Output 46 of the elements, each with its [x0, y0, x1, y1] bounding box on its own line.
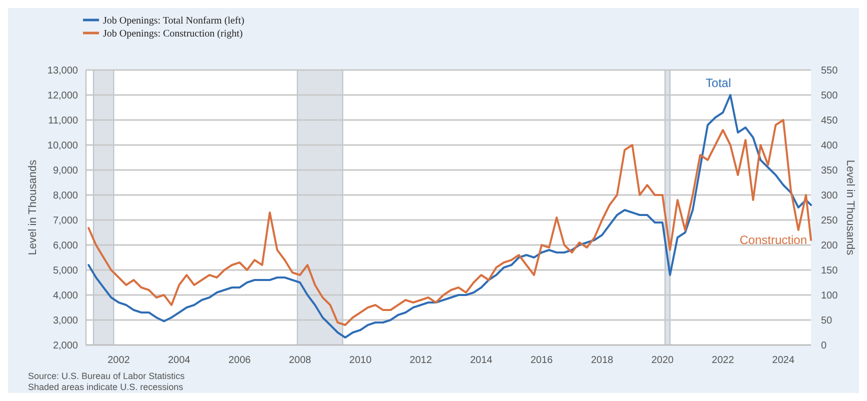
legend-label: Job Openings: Total Nonfarm (left)	[103, 16, 244, 26]
x-tick-label: 2018	[590, 355, 614, 366]
y-tick-label: 2,000	[52, 340, 78, 352]
y-tick-label: 13,000	[47, 66, 78, 76]
x-tick-label: 2010	[349, 355, 372, 366]
annotation: Construction	[740, 233, 807, 247]
x-tick-label: 2012	[410, 355, 432, 366]
y-tick-label: 10,000	[47, 140, 78, 152]
annotation: Total	[706, 76, 732, 90]
x-tick-label: 2014	[470, 355, 493, 366]
y2-tick-label: 550	[821, 66, 838, 76]
y2-tick-label: 250	[821, 216, 838, 226]
y2-axis-title: Level in Thousands	[844, 160, 856, 256]
x-tick-label: 2020	[651, 355, 674, 366]
y2-tick-label: 50	[821, 316, 833, 326]
y-tick-label: 11,000	[48, 116, 78, 126]
line-series	[88, 119, 812, 326]
y2-tick-label: 200	[821, 240, 838, 252]
y2-tick-label: 400	[821, 140, 838, 152]
y-tick-label: 5,000	[52, 266, 78, 276]
y-tick-label: 7,000	[52, 216, 78, 226]
source-note: Source: U.S. Bureau of Labor Statistics	[28, 371, 186, 381]
y-tick-label: 3,000	[52, 316, 78, 326]
y-tick-label: 4,000	[52, 290, 78, 302]
y2-tick-label: 450	[821, 116, 838, 126]
x-tick-label: 2006	[228, 355, 252, 366]
x-tick-label: 2004	[168, 355, 191, 366]
y-axis-title: Level in Thousands	[27, 159, 39, 256]
y2-tick-label: 0	[821, 340, 827, 352]
x-tick-label: 2022	[712, 355, 734, 366]
y-tick-label: 8,000	[52, 190, 78, 202]
legend-label: Job Openings: Construction (right)	[103, 28, 243, 40]
x-tick-label: 2016	[530, 355, 554, 366]
x-tick-label: 2024	[772, 355, 795, 366]
y2-tick-label: 100	[821, 290, 838, 302]
y2-tick-label: 500	[821, 90, 838, 102]
y2-tick-label: 150	[821, 266, 838, 276]
y-tick-label: 12,000	[47, 90, 78, 102]
y2-tick-label: 300	[821, 190, 838, 202]
line-series	[88, 94, 812, 338]
text: Shaded areas indicate U.S. recessions	[28, 382, 184, 392]
y-tick-label: 9,000	[52, 166, 78, 176]
y2-tick-label: 350	[821, 166, 838, 176]
x-tick-label: 2002	[108, 355, 130, 366]
y-tick-label: 6,000	[52, 240, 78, 252]
x-tick-label: 2008	[288, 355, 312, 366]
